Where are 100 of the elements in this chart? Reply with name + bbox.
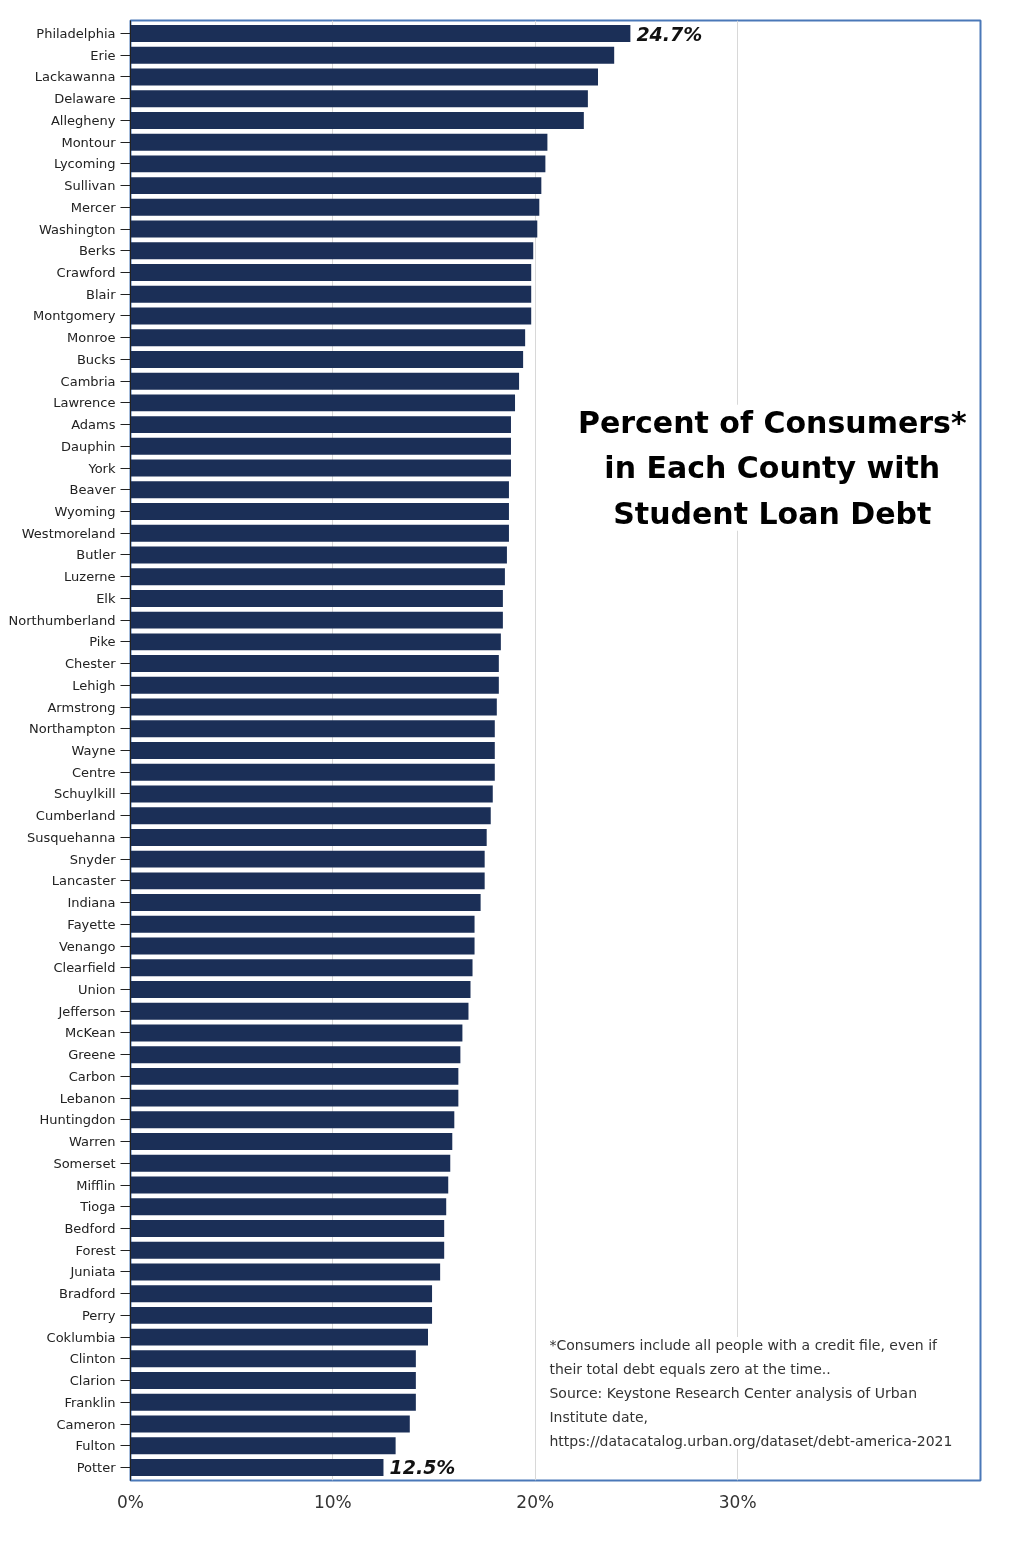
y-tick-label: Beaver [69, 482, 117, 498]
bar [130, 524, 509, 542]
bar [130, 481, 509, 499]
y-tick-label: Coklumbia [46, 1329, 116, 1345]
y-tick-label: York [87, 460, 116, 476]
bar [130, 850, 485, 868]
y-tick-label: Pike [89, 634, 116, 650]
bar [130, 872, 485, 890]
x-tick-label: 10% [313, 1491, 352, 1512]
bar [130, 807, 491, 825]
bar [130, 220, 538, 238]
y-tick-label: Clinton [69, 1351, 116, 1367]
y-tick-label: Northumberland [8, 612, 116, 628]
y-tick-label: Lackawanna [34, 69, 116, 85]
y-tick-label: Perry [81, 1307, 116, 1323]
y-tick-label: Lebanon [59, 1090, 116, 1106]
y-tick-label: Delaware [54, 91, 116, 107]
bar [130, 1176, 449, 1194]
bar [130, 1328, 428, 1346]
bar [130, 1437, 396, 1455]
bar [130, 1089, 459, 1107]
y-tick-label: Mifflin [76, 1177, 116, 1193]
bar [130, 698, 497, 716]
y-tick-label: Allegheny [50, 112, 116, 128]
y-tick-label: Carbon [68, 1068, 116, 1084]
x-tick-label: 30% [718, 1491, 757, 1512]
bar [130, 1350, 416, 1368]
bar [130, 1024, 463, 1042]
annotation: *Consumers include all people with a credit file, even if their total debt equals zero at the time.. [549, 1337, 939, 1378]
y-tick-label: Clearfield [53, 960, 116, 976]
bar [130, 1393, 416, 1411]
y-tick-label: Berks [78, 243, 116, 259]
bar [130, 1067, 459, 1085]
bar [130, 546, 507, 564]
y-tick-label: Lawrence [53, 395, 116, 411]
y-tick-label: Lehigh [72, 677, 116, 693]
bar [130, 1285, 433, 1303]
y-tick-label: Philadelphia [36, 26, 116, 42]
y-tick-label: Venango [58, 938, 116, 954]
bar [130, 198, 540, 216]
y-tick-label: Bradford [59, 1286, 116, 1302]
bar [130, 177, 542, 195]
y-tick-label: Jefferson [57, 1003, 116, 1019]
bar [130, 1458, 384, 1476]
y-tick-label: Erie [90, 47, 116, 63]
bar [130, 242, 534, 260]
data-label: 12.5% [389, 1456, 456, 1479]
y-tick-label: Warren [69, 1134, 116, 1150]
bar [130, 1133, 453, 1151]
bar [130, 68, 598, 86]
y-tick-label: Indiana [67, 895, 116, 911]
bar [130, 1263, 441, 1281]
y-tick-label: Bucks [76, 351, 116, 367]
bar [130, 568, 505, 586]
y-tick-label: Lancaster [51, 873, 117, 889]
y-tick-label: Snyder [69, 851, 117, 867]
bar [130, 459, 511, 477]
y-tick-label: Luzerne [64, 569, 116, 585]
bar [130, 1154, 451, 1172]
bar [130, 1306, 433, 1324]
bar [130, 46, 615, 64]
y-tick-label: Cumberland [35, 808, 116, 824]
y-tick-label: Cambria [60, 373, 116, 389]
bar [130, 915, 475, 933]
bar [130, 285, 532, 303]
y-tick-label: Washington [39, 221, 116, 237]
bar [130, 959, 473, 977]
bar [130, 633, 501, 651]
bar [130, 589, 503, 607]
bar [130, 372, 520, 390]
bar [130, 264, 532, 281]
y-tick-label: Potter [76, 1459, 117, 1475]
y-tick-label: Lycoming [53, 156, 116, 172]
bar [130, 981, 471, 998]
y-tick-label: Wayne [71, 743, 116, 758]
y-tick-label: Adams [71, 417, 116, 433]
bar [130, 828, 487, 846]
y-tick-label: Centre [72, 764, 116, 780]
y-tick-label: Union [77, 981, 116, 997]
y-tick-label: Wyoming [54, 504, 116, 520]
y-tick-label: Fayette [67, 916, 116, 932]
y-tick-label: Dauphin [60, 438, 116, 454]
bar [130, 676, 499, 694]
bar [130, 1372, 416, 1390]
bar [130, 763, 495, 781]
bar [130, 394, 516, 412]
y-tick-label: Elk [96, 590, 116, 606]
y-tick-label: Chester [64, 656, 117, 672]
y-tick-label: Butler [76, 547, 117, 563]
bar [130, 894, 481, 912]
annotation: Source: Keystone Research Center analysis of Urban Institute date, https://datacatalog.urban.org/dataset/debt-america-2021 [549, 1385, 953, 1450]
bar [130, 655, 499, 673]
bar [130, 111, 584, 129]
y-tick-label: Forest [75, 1242, 116, 1258]
bar [130, 785, 493, 803]
y-tick-label: Northampton [28, 721, 116, 737]
bar [130, 1220, 445, 1237]
bar [130, 611, 503, 629]
y-tick-label: Tioga [79, 1199, 116, 1215]
bar [130, 1002, 469, 1020]
